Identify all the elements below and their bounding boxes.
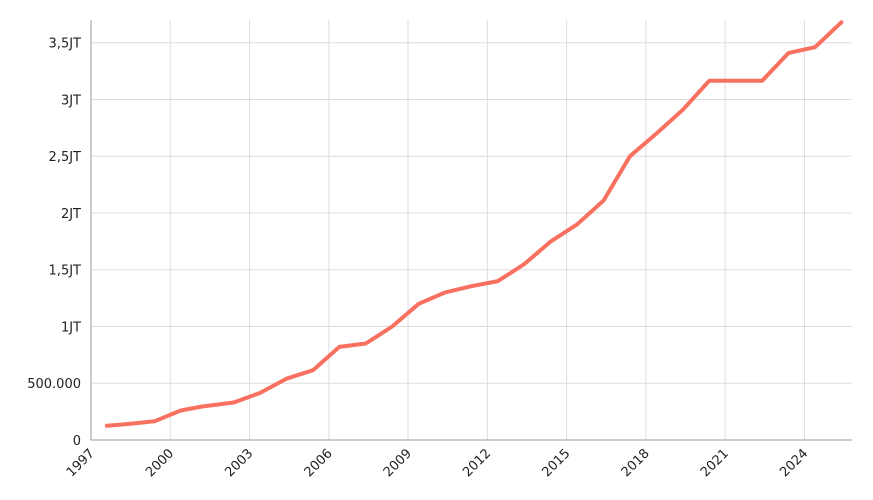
x-tick-label: 2006 [302,446,336,480]
x-tick-label: 2000 [143,446,177,480]
x-tick-label: 2009 [381,446,415,480]
grid-lines [91,20,852,440]
y-tick-label: 1,5JT [49,264,82,279]
x-tick-label: 2024 [777,446,811,480]
x-tick-label: 2003 [222,446,256,480]
x-tick-label: 2021 [698,446,732,480]
series-line [104,20,844,428]
y-tick-label: 3JT [61,93,81,108]
y-tick-label: 3,5JT [49,37,82,52]
x-tick-label: 2012 [460,446,494,480]
y-tick-label: 2JT [61,207,81,222]
x-tick-labels: 1997 2000 2003 2006 2009 2012 2015 2018 2021 2024 [64,446,811,480]
y-tick-label: 0 [73,434,81,449]
y-tick-labels: 0 500.000 1JT 1,5JT 2JT 2,5JT 3JT 3,5JT [27,37,81,449]
y-tick-label: 2,5JT [49,150,82,165]
series [104,20,844,428]
x-tick-label: 2018 [619,446,653,480]
x-tick-label: 1997 [64,446,98,480]
axes [90,20,852,441]
y-tick-label: 500.000 [27,377,81,392]
x-tick-label: 2015 [539,446,573,480]
y-tick-label: 1JT [61,320,81,335]
